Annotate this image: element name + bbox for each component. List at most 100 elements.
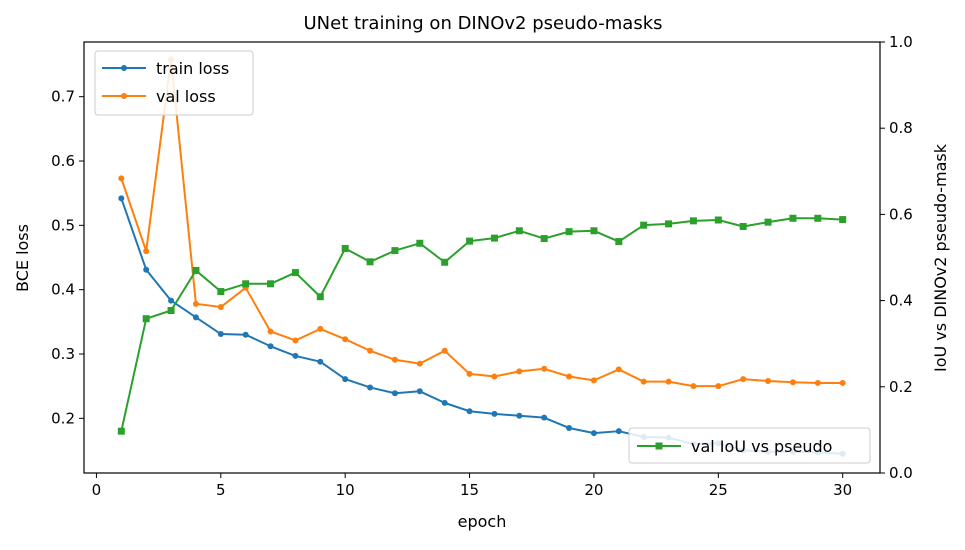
train-loss-point [317, 358, 324, 365]
val-iou-vs-pseudo-point [316, 293, 324, 301]
y-left-tick-label: 0.6 [51, 152, 75, 170]
train-loss-point [615, 428, 622, 435]
x-tick-label: 10 [336, 481, 355, 499]
legend-train-loss-marker [121, 65, 127, 71]
val-loss-point [715, 383, 722, 390]
train-loss-point [466, 408, 473, 415]
train-loss-point [367, 384, 374, 391]
train-loss-point [590, 430, 597, 437]
val-iou-vs-pseudo-point [391, 247, 399, 255]
val-loss-point [441, 347, 448, 354]
train-loss-point [391, 390, 398, 397]
val-iou-vs-pseudo-point [814, 214, 822, 222]
val-loss-point [590, 377, 597, 384]
val-iou-vs-pseudo-point [739, 222, 747, 230]
train-loss-point [516, 412, 523, 419]
train-loss-point [168, 297, 175, 304]
y-right-tick-label: 0.0 [889, 464, 913, 482]
val-loss-point [789, 379, 796, 386]
val-loss-point [541, 365, 548, 372]
x-tick-label: 5 [216, 481, 226, 499]
val-loss-point [292, 337, 299, 344]
y-left-tick-label: 0.5 [51, 216, 75, 234]
x-axis-label: epoch [458, 512, 507, 531]
val-loss-point [342, 336, 349, 343]
x-tick-label: 0 [92, 481, 102, 499]
train-loss-point [118, 195, 125, 202]
legend-iou: val IoU vs pseudo [628, 427, 871, 464]
val-iou-vs-pseudo-point [217, 288, 225, 296]
val-iou-vs-pseudo-point [117, 427, 125, 435]
val-iou-vs-pseudo-point [267, 280, 275, 288]
x-tick-label: 25 [709, 481, 728, 499]
val-iou-vs-pseudo-point [615, 238, 623, 246]
train-loss-point [143, 266, 150, 273]
y-right-tick-label: 0.8 [889, 119, 913, 137]
val-iou-vs-pseudo-point [640, 221, 648, 229]
val-iou-vs-pseudo-point [366, 258, 374, 266]
train-loss-point [416, 388, 423, 395]
val-loss-line [120, 58, 843, 388]
y-right-tick-label: 0.6 [889, 205, 913, 223]
y-axis-label-left: BCE loss [13, 224, 32, 292]
val-loss-point [491, 373, 498, 380]
legend-iou-label: val IoU vs pseudo [691, 437, 832, 456]
legend-loss: train loss val loss [94, 50, 254, 116]
y-axis-label-right: IoU vs DINOv2 pseudo-mask [931, 143, 950, 372]
train-loss-point [491, 410, 498, 417]
val-iou-vs-pseudo-point [441, 258, 449, 266]
train-loss-point [541, 414, 548, 421]
train-loss-point [242, 331, 249, 338]
axes-frame [83, 41, 881, 474]
val-loss-point [640, 378, 647, 385]
x-tick-label: 20 [584, 481, 603, 499]
legend-iou-marker [655, 442, 663, 450]
val-loss-point [615, 366, 622, 373]
val-iou-vs-pseudo-point [764, 218, 772, 226]
val-loss-point [416, 360, 423, 367]
y-left-tick-label: 0.7 [51, 88, 75, 106]
val-iou-vs-pseudo-point [242, 280, 250, 288]
val-iou-vs-pseudo-point [192, 266, 200, 274]
y-right-tick-label: 0.4 [889, 292, 913, 310]
val-loss-point [367, 347, 374, 354]
val-loss-point [839, 379, 846, 386]
val-iou-vs-pseudo-point [291, 269, 299, 277]
x-tick-label: 15 [460, 481, 479, 499]
val-iou-vs-pseudo-point [167, 307, 175, 315]
train-loss-point [217, 331, 224, 338]
y-right-tick-label: 1.0 [889, 33, 913, 51]
legend-val-loss-marker [121, 93, 127, 99]
val-loss-point [740, 376, 747, 383]
chart-title: UNet training on DINOv2 pseudo-masks [303, 13, 662, 34]
y-right-tick-label: 0.2 [889, 378, 913, 396]
y-left-tick-label: 0.4 [51, 281, 75, 299]
val-loss-point [391, 356, 398, 363]
legend-train-loss-label: train loss [156, 59, 229, 78]
val-iou-vs-pseudo-point [689, 217, 697, 225]
train-loss-point [566, 424, 573, 431]
val-loss-point [690, 383, 697, 390]
val-iou-vs-pseudo-point [515, 227, 523, 235]
val-iou-vs-pseudo-point [490, 234, 498, 242]
val-iou-vs-pseudo-point [590, 227, 598, 235]
val-loss-point [466, 370, 473, 377]
val-iou-vs-pseudo-point [789, 214, 797, 222]
y-left-tick-label: 0.3 [51, 345, 75, 363]
legend-val-loss-label: val loss [156, 87, 216, 106]
val-loss-point [267, 328, 274, 335]
val-loss-point [765, 378, 772, 385]
val-loss-point [118, 175, 125, 182]
val-iou-vs-pseudo-point [540, 235, 548, 243]
val-iou-vs-pseudo-point [341, 244, 349, 252]
val-iou-vs-pseudo-point [466, 237, 474, 245]
val-loss-point [566, 373, 573, 380]
val-iou-vs-pseudo-point [714, 216, 722, 224]
val-iou-vs-pseudo-point [665, 220, 673, 228]
val-loss-point [143, 248, 150, 255]
train-loss-point [267, 343, 274, 350]
val-loss-point [217, 304, 224, 311]
val-iou-vs-pseudo-point [142, 315, 150, 323]
train-loss-point [292, 352, 299, 359]
